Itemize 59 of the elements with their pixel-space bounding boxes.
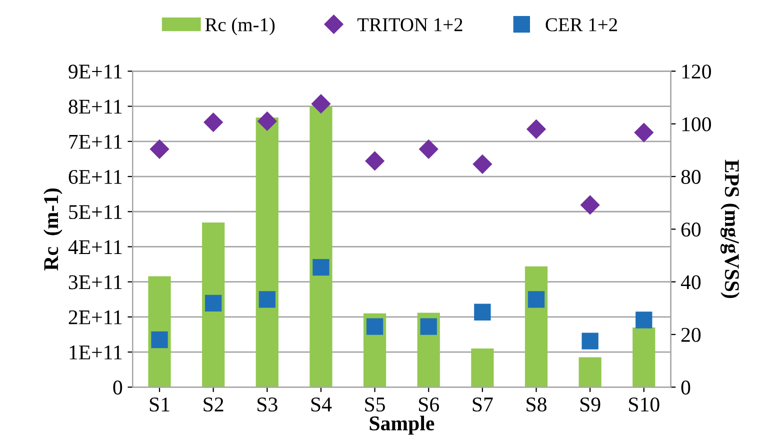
point [258, 291, 276, 308]
y-tick-label: 0 [113, 380, 122, 395]
x-tick-label: S9 [580, 398, 600, 412]
point [526, 120, 546, 139]
x-axis-title: Sample [370, 416, 434, 435]
point [151, 331, 168, 348]
legend-label: CER 1+2 [546, 18, 617, 32]
point [312, 259, 330, 276]
y-tick-label: 4E+11 [68, 240, 122, 254]
point [311, 94, 331, 114]
x-tick-label: S2 [204, 398, 224, 412]
x-tick-label: S4 [311, 398, 332, 412]
y-tick-label: 7E+11 [69, 134, 122, 149]
y2-tick-label: 0 [681, 380, 690, 395]
y-axis-title: Rc (m-1) [43, 188, 62, 270]
bar [471, 348, 494, 388]
x-tick-label: S6 [419, 398, 439, 412]
y-tick-label: 1E+11 [70, 346, 122, 360]
point [474, 304, 491, 320]
point [580, 195, 600, 214]
point [419, 140, 438, 159]
point [582, 332, 598, 350]
point [366, 318, 384, 335]
x-tick-label: S5 [365, 398, 385, 412]
x-tick-label: S7 [472, 398, 493, 412]
bar [578, 357, 602, 388]
x-tick-label: S10 [629, 397, 660, 412]
point [634, 123, 654, 142]
y2-axis-title: EPS (mg/gVSS) [720, 160, 740, 298]
y2-tick-label: 120 [682, 64, 711, 79]
point [420, 318, 437, 335]
y-tick-label: 8E+11 [68, 100, 122, 114]
y2-tick-label: 40 [680, 275, 701, 290]
y-tick-label: 6E+11 [68, 170, 122, 184]
x-tick-label: S8 [526, 397, 546, 412]
point [258, 112, 277, 131]
legend-label: TRITON 1+2 [357, 18, 462, 32]
y-tick-label: 3E+11 [68, 275, 122, 290]
y2-tick-label: 80 [681, 170, 701, 184]
point [636, 312, 652, 328]
x-tick-label: S3 [258, 398, 278, 412]
y2-tick-label: 100 [682, 117, 711, 132]
point [204, 294, 222, 312]
y-tick-label: 5E+11 [69, 205, 122, 220]
point [204, 112, 223, 132]
y2-tick-label: 20 [681, 328, 701, 342]
bar [256, 118, 278, 388]
legend-label: Rc (m-1) [205, 18, 275, 36]
bar [310, 106, 332, 388]
point [365, 151, 384, 171]
point [472, 154, 492, 174]
y2-tick-label: 60 [681, 222, 701, 237]
bar [632, 327, 656, 388]
y-tick-label: 2E+11 [68, 310, 122, 324]
y-tick-label: 9E+11 [68, 64, 122, 79]
x-tick-label: S1 [150, 398, 170, 412]
point [528, 291, 545, 308]
point [150, 140, 170, 159]
bar [202, 222, 225, 388]
